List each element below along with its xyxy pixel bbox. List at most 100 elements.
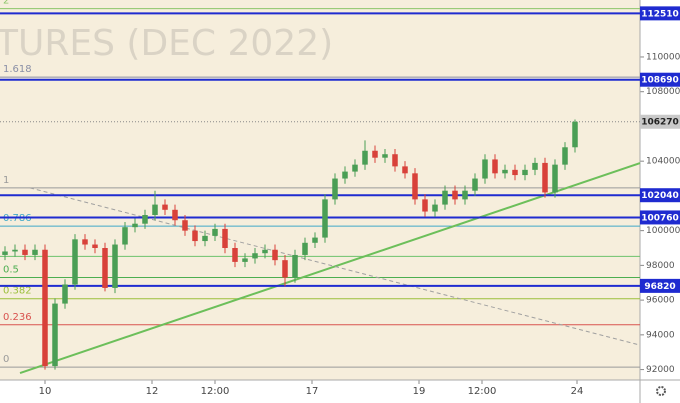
candle-body <box>162 204 168 210</box>
candle-body <box>422 199 428 212</box>
candle-body <box>82 239 88 245</box>
candle-body <box>342 171 348 179</box>
candle-body <box>562 147 568 165</box>
candle-body <box>172 209 178 221</box>
price-level-label: 108690 <box>641 76 679 86</box>
candle-body <box>452 190 458 200</box>
candle-body <box>302 242 308 255</box>
fib-label: 1.618 <box>3 64 32 75</box>
candle-body <box>2 251 8 255</box>
fib-label: 0.236 <box>3 312 32 323</box>
candle-body <box>192 230 198 242</box>
candle-body <box>502 169 508 174</box>
price-level-box <box>640 188 680 203</box>
gear[interactable] <box>656 386 666 396</box>
x-tick-label: 12:00 <box>201 386 230 397</box>
fib-label: 0.382 <box>3 286 32 297</box>
y-tick-label: 110000 <box>646 52 680 62</box>
x-tick-label: 19 <box>413 386 426 397</box>
candle-body <box>102 248 108 288</box>
price-level-box <box>640 72 680 87</box>
candle-body <box>402 166 408 174</box>
candle-body <box>432 204 438 212</box>
candle-body <box>32 249 38 255</box>
y-tick-label: 94000 <box>646 330 675 340</box>
candle-body <box>482 159 488 179</box>
x-tick-label: 10 <box>39 386 52 397</box>
price-level-label: 100760 <box>641 213 679 223</box>
x-tick-label: 12 <box>146 386 159 397</box>
candle-body <box>182 220 188 231</box>
last-price-label: 106270 <box>641 118 679 128</box>
candle-body <box>392 154 398 167</box>
candle-body <box>512 169 518 176</box>
candle-body <box>532 162 538 170</box>
candle-body <box>322 199 328 238</box>
candle-body <box>132 223 138 228</box>
y-tick-label: 100000 <box>646 226 680 236</box>
price-level-box <box>640 278 680 293</box>
candle-body <box>142 215 148 224</box>
candle-body <box>22 249 28 255</box>
candle-body <box>242 258 248 262</box>
candle-body <box>202 235 208 242</box>
candle-body <box>262 249 268 254</box>
candle-body <box>312 237 318 243</box>
candle-body <box>352 164 358 172</box>
candle-body <box>552 164 558 193</box>
candle-body <box>542 162 548 193</box>
candle-body <box>382 154 388 158</box>
candle-body <box>212 228 218 236</box>
x-tick-label: 24 <box>571 386 584 397</box>
candle-body <box>152 204 158 216</box>
settings-icon[interactable] <box>656 386 666 396</box>
fib-label: 1 <box>3 175 9 186</box>
price-level-box <box>640 6 680 21</box>
y-tick-label: 104000 <box>646 157 680 167</box>
y-tick-label: 96000 <box>646 296 675 306</box>
last-price-box <box>640 114 680 129</box>
fib-label: 0 <box>3 354 9 365</box>
plot-background <box>0 0 640 380</box>
candle-body <box>572 121 578 148</box>
price-level-box <box>640 210 680 225</box>
candle-body <box>122 227 128 245</box>
candle-body <box>522 169 528 176</box>
candle-body <box>42 249 48 367</box>
trendline <box>19 162 641 375</box>
fib-label: 0.5 <box>3 265 19 276</box>
candle-body <box>52 303 58 367</box>
x-tick-label: 12:00 <box>468 386 497 397</box>
price-level-label: 112510 <box>641 9 679 19</box>
y-tick-label: 98000 <box>646 261 675 271</box>
watermark: TURES (DEC 2022) <box>0 23 333 64</box>
candle-body <box>472 178 478 191</box>
candle-body <box>412 173 418 200</box>
price-level-label: 96820 <box>644 282 675 292</box>
candle-body <box>12 249 18 252</box>
candle-body <box>272 249 278 261</box>
candle-body <box>232 248 238 262</box>
candle-body <box>282 260 288 278</box>
candle-body <box>332 178 338 200</box>
candle-body <box>362 150 368 165</box>
candle-body <box>92 244 98 249</box>
candle-body <box>462 190 468 200</box>
candle-body <box>372 150 378 158</box>
candle-body <box>62 284 68 304</box>
y-tick-label: 92000 <box>646 365 675 375</box>
y-tick-label: 108000 <box>646 87 680 97</box>
candle-body <box>222 228 228 249</box>
candle-body <box>252 253 258 259</box>
candle-body <box>442 190 448 205</box>
candle-body <box>112 244 118 288</box>
fib-label: 2 <box>3 0 9 7</box>
fib-label: 0.786 <box>3 213 32 224</box>
candle-body <box>72 239 78 285</box>
candle-body <box>492 159 498 174</box>
price-level-label: 102040 <box>641 191 679 201</box>
candle-body <box>292 254 298 278</box>
x-tick-label: 17 <box>306 386 319 397</box>
